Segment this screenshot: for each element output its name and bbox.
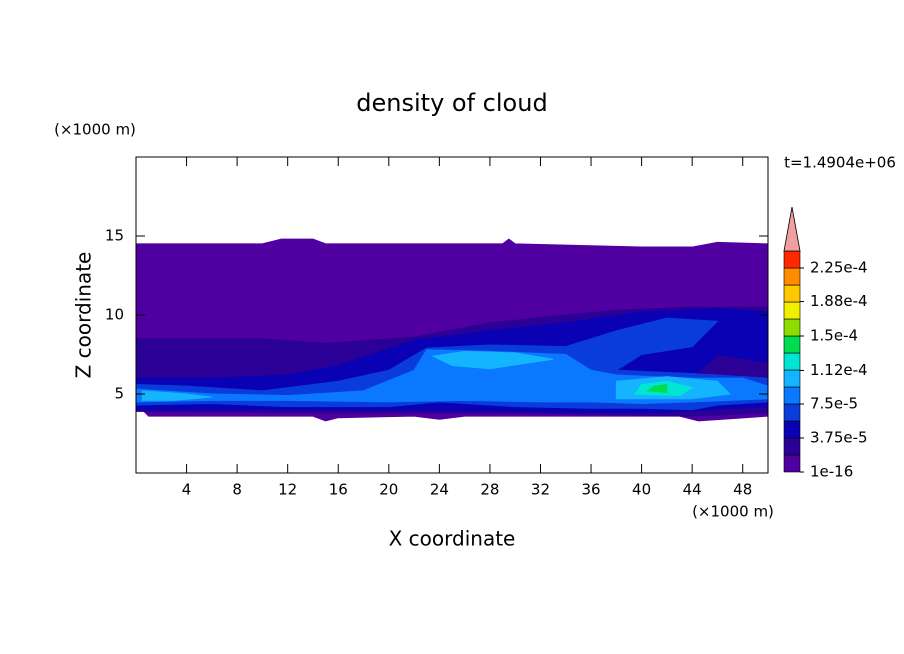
chart-title: density of cloud <box>356 89 547 117</box>
colorbar-box <box>783 369 801 388</box>
x-tick-label: 28 <box>480 481 499 499</box>
contour-field <box>136 238 768 422</box>
colorbar-box <box>783 437 801 456</box>
y-axis-label: Z coordinate <box>72 252 96 379</box>
colorbar-tick-label: 1.88e-4 <box>810 292 868 310</box>
colorbar-box <box>783 352 801 371</box>
x-tick-label: 48 <box>733 481 752 499</box>
colorbar-box <box>783 420 801 439</box>
colorbar-box <box>783 386 801 405</box>
y-tick-label: 15 <box>105 227 124 245</box>
contour-region <box>141 390 212 401</box>
colorbar-box <box>783 267 801 286</box>
y-tick-label: 5 <box>114 385 124 403</box>
x-axis-label: X coordinate <box>389 527 516 551</box>
colorbar: 1e-16 3.75e-5 7.5e-5 1.12e-4 1.5e-4 1.88e-4 2.… <box>783 206 868 481</box>
x-tick-label: 16 <box>329 481 348 499</box>
time-label: t=1.4904e+06 <box>784 154 896 172</box>
x-tick-label: 20 <box>379 481 398 499</box>
x-tick-label: 24 <box>430 481 449 499</box>
x-tick-label: 36 <box>581 481 600 499</box>
x-unit: (×1000 m) <box>692 503 774 521</box>
contour-region <box>431 350 554 370</box>
y-unit: (×1000 m) <box>54 121 136 139</box>
colorbar-extend <box>783 206 801 252</box>
colorbar-box <box>783 335 801 354</box>
y-tick-label: 10 <box>105 306 124 324</box>
x-tick-label: 40 <box>632 481 651 499</box>
colorbar-tick-label: 1e-16 <box>810 463 853 481</box>
x-tick-label: 12 <box>278 481 297 499</box>
x-tick-label: 44 <box>683 481 702 499</box>
x-tick-label: 8 <box>232 481 242 499</box>
colorbar-box <box>783 318 801 337</box>
x-tick-label: 4 <box>182 481 192 499</box>
colorbar-box <box>783 284 801 303</box>
colorbar-tick-label: 1.12e-4 <box>810 361 868 379</box>
colorbar-box <box>783 454 801 473</box>
x-tick-label: 32 <box>531 481 550 499</box>
colorbar-box <box>783 250 801 269</box>
colorbar-tick-label: 3.75e-5 <box>810 429 868 447</box>
colorbar-box <box>783 403 801 422</box>
contour-region <box>646 383 668 393</box>
contour-region <box>136 349 768 404</box>
colorbar-tick-label: 7.5e-5 <box>810 395 858 413</box>
colorbar-box <box>783 301 801 320</box>
colorbar-tick-label: 1.5e-4 <box>810 327 858 345</box>
colorbar-tick-label: 2.25e-4 <box>810 259 868 277</box>
